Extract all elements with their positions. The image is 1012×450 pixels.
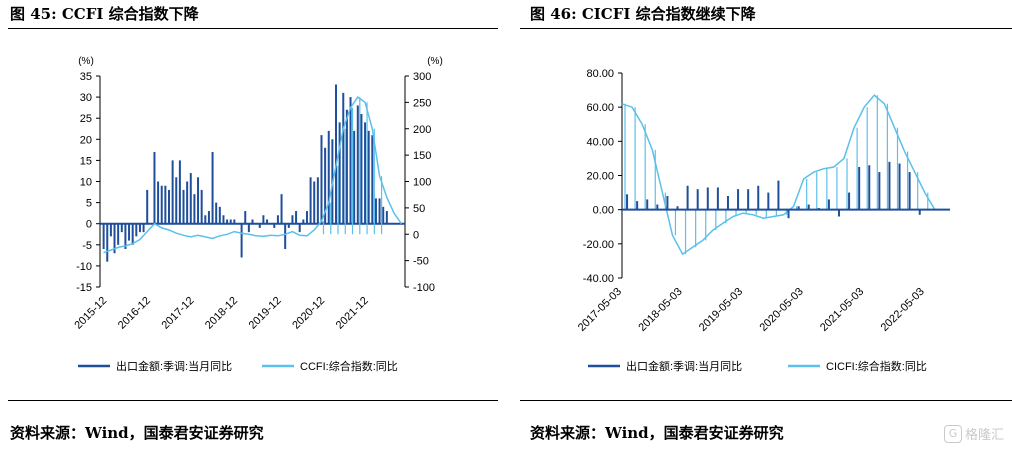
- y-tick-label-left: 10: [80, 177, 92, 189]
- x-tick-label: 2019-05-03: [697, 286, 745, 334]
- source-note: 资料来源：Wind，国泰君安证券研究: [10, 424, 264, 442]
- y-tick-label-left: -10: [76, 261, 92, 273]
- y-tick-label-left: 0: [86, 219, 92, 231]
- y-tick-label-left: -15: [76, 282, 92, 294]
- y-tick-label-right: 50: [413, 203, 425, 215]
- watermark-logo-icon: G: [943, 424, 962, 443]
- y-tick-label: 60.00: [586, 102, 614, 114]
- x-tick-label: 2017-12: [159, 295, 196, 332]
- source-note: 资料来源：Wind，国泰君安证券研究: [530, 424, 784, 442]
- cicfi-chart: -40.00 -20.00 0.00 20.00 40.00 60.00 80.00 2017…: [576, 68, 950, 373]
- legend-label-ccfi: CCFI:综合指数:同比: [300, 359, 398, 373]
- y-tick-label-right: 150: [413, 150, 431, 162]
- y-tick-label-left: -5: [82, 240, 92, 252]
- x-tick-label: 2016-12: [116, 295, 153, 332]
- right-axis-unit: (%): [427, 56, 443, 67]
- chart-title: 图 46: CICFI 综合指数继续下降: [530, 5, 756, 23]
- chart-panel-cicfi: 图 46: CICFI 综合指数继续下降 -40.00 -20.00 0.00 20.…: [520, 0, 1012, 450]
- x-tick-label: 2021-12: [334, 295, 371, 332]
- x-tick-label: 2018-05-03: [636, 286, 684, 334]
- x-tick-label: 2021-05-03: [818, 286, 866, 334]
- cicfi-yoy-line: [621, 94, 936, 256]
- watermark-text: 格隆汇: [964, 428, 1004, 443]
- y-tick-label-right: -100: [413, 282, 435, 294]
- left-axis-unit: (%): [78, 56, 94, 67]
- x-tick-label: 2015-12: [72, 295, 109, 332]
- y-tick-label-right: -50: [413, 256, 429, 268]
- y-tick-label-left: 20: [80, 134, 92, 146]
- top-divider: [8, 28, 498, 29]
- x-tick-label: 2020-12: [290, 295, 327, 332]
- bottom-divider: [520, 400, 1012, 401]
- watermark: G 格隆汇: [943, 424, 1004, 443]
- y-tick-label-left: 35: [80, 71, 92, 83]
- legend-label-cicfi: CICFI:综合指数:同比: [826, 359, 927, 373]
- y-tick-label-right: 0: [413, 229, 419, 241]
- x-tick-label: 2020-05-03: [758, 286, 806, 334]
- y-tick-label: 20.00: [586, 171, 614, 183]
- y-tick-label-right: 200: [413, 124, 431, 136]
- ccfi-yoy-line: [103, 96, 403, 254]
- y-tick-label-right: 250: [413, 97, 431, 109]
- y-tick-label-right: 100: [413, 177, 431, 189]
- x-tick-label: 2019-12: [247, 295, 284, 332]
- bottom-divider: [8, 400, 498, 401]
- y-tick-label: -20.00: [583, 239, 614, 251]
- y-tick-label-left: 25: [80, 113, 92, 125]
- legend-label-export: 出口金额:季调:当月同比: [626, 359, 742, 373]
- legend-label-export: 出口金额:季调:当月同比: [116, 359, 232, 373]
- x-tick-label: 2022-05-03: [879, 286, 927, 334]
- x-tick-label: 2018-12: [203, 295, 240, 332]
- x-tick-label: 2017-05-03: [576, 286, 624, 334]
- y-tick-label: 40.00: [586, 136, 614, 148]
- y-tick-label-left: 5: [86, 198, 92, 210]
- y-tick-label: 80.00: [586, 68, 614, 80]
- y-tick-label: -40.00: [583, 273, 614, 285]
- y-tick-label-left: 15: [80, 155, 92, 167]
- y-tick-label-right: 300: [413, 71, 431, 83]
- chart-panel-ccfi: 图 45: CCFI 综合指数下降 (%) (%) -15 -10 -5 0 5 10 15 20…: [0, 0, 500, 450]
- y-tick-label-left: 30: [80, 92, 92, 104]
- y-tick-label: 0.00: [593, 205, 614, 217]
- ccfi-chart: (%) (%)-15-10-505101520253035-100-5005010…: [72, 56, 443, 373]
- top-divider: [520, 28, 1012, 29]
- chart-title: 图 45: CCFI 综合指数下降: [10, 5, 199, 23]
